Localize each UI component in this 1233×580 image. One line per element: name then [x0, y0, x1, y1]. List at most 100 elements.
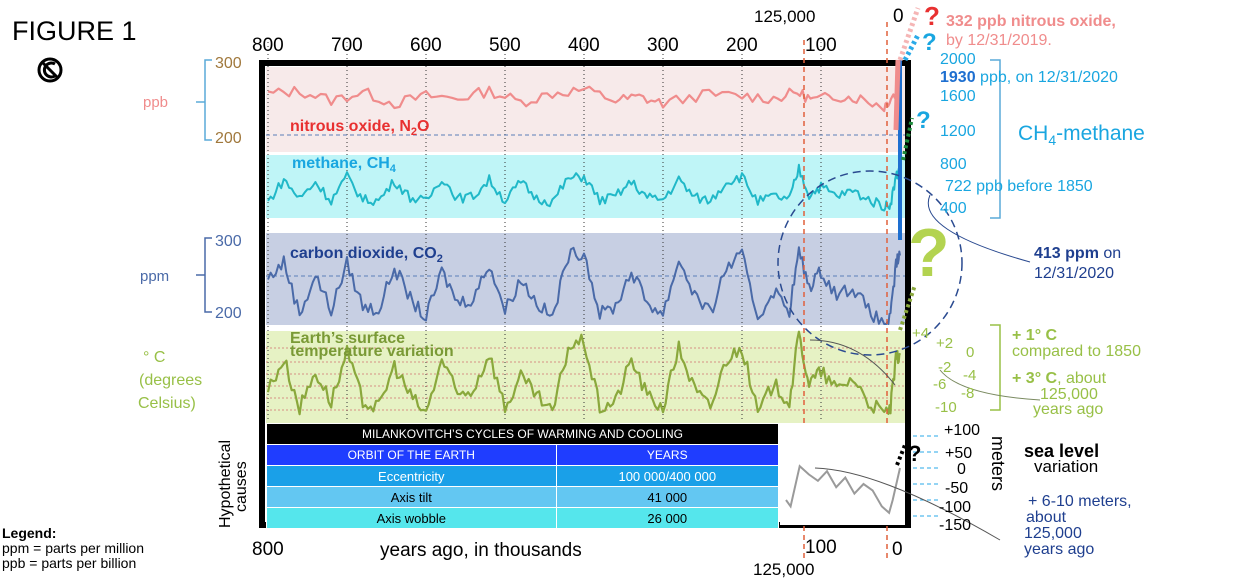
n2o-band [266, 67, 906, 152]
co2-date: 12/31/2020 [1034, 265, 1114, 282]
methane-tick: 1200 [940, 123, 976, 140]
temp-right-bracket [990, 324, 1001, 411]
temp-note-2-line3: years ago [1033, 401, 1103, 418]
methane-title: CH4-methane [1018, 122, 1145, 148]
temp-note-1: compared to 1850 [1012, 343, 1141, 360]
ppm-bracket [204, 237, 212, 313]
sea-unit-label: meters [988, 436, 1008, 491]
temperature-guide-lines [266, 347, 905, 411]
top-tick-label: 800 [252, 35, 284, 56]
temp-tick: -4 [963, 367, 976, 384]
sea-connector [814, 467, 1001, 541]
modern-spike-pink [893, 59, 901, 131]
n2o-value: 332 ppb nitrous oxide, [946, 13, 1116, 30]
legend-title: Legend: [2, 525, 57, 541]
co2-panel-label: carbon dioxide, CO2 [290, 245, 443, 265]
temp-connector [939, 369, 1041, 401]
data-series [266, 85, 902, 416]
series-line-0 [267, 85, 901, 113]
methane-tick: 800 [940, 156, 967, 173]
top-tick-label: 200 [726, 35, 758, 56]
temp-tick: +2 [936, 335, 953, 352]
temp-note-2: + 3° C, about [1012, 370, 1107, 387]
methane-tick: 2000 [940, 51, 976, 68]
top-tick-label: 400 [568, 35, 600, 56]
table-row: Axis tilt 41 000 [266, 486, 780, 508]
co2-connector [927, 194, 1031, 263]
table-row: Axis wobble 26 000 [266, 507, 780, 529]
milankovitch-table: MILANKOVITCH’S CYCLES OF WARMING AND COO… [266, 423, 780, 529]
sea-tick: +50 [945, 445, 972, 462]
top-tick-label: 100 [805, 35, 837, 56]
bottom-tick-0: 0 [892, 539, 903, 560]
temp-tick: -2 [938, 359, 951, 376]
marker-year-bottom: 125,000 [753, 560, 815, 579]
methane-ticks: 2000 1600 1200 800 400 [940, 51, 976, 217]
temp-unit-line1: ° C [143, 349, 165, 366]
legend-ppm: ppm = parts per million [2, 540, 145, 556]
top-tick-label: 700 [331, 35, 363, 56]
cycle-name: Axis tilt [266, 486, 557, 508]
series-line-1 [267, 163, 901, 212]
cycle-years: 26 000 [555, 507, 780, 529]
series-line-2 [267, 246, 901, 325]
sea-tick: -50 [945, 480, 968, 497]
temperature-band [266, 331, 906, 423]
bottom-tick-800: 800 [252, 539, 284, 560]
highlight-circle [777, 170, 963, 356]
top-tick-label: 500 [489, 35, 521, 56]
top-tick-label: 600 [410, 35, 442, 56]
sea-question-mark: ? [908, 441, 921, 466]
sea-title-2: variation [1034, 457, 1098, 476]
ppb-bracket [204, 59, 212, 141]
milankovitch-title: MILANKOVITCH’S CYCLES OF WARMING AND COO… [266, 423, 779, 445]
ppm-top-label: 300 [215, 233, 242, 250]
bottom-tick-100: 100 [805, 537, 837, 558]
ppm-unit-label: ppm [140, 268, 169, 285]
top-zero-tick: 0 [893, 6, 904, 27]
sea-note-3: 125,000 [1024, 525, 1082, 542]
cycle-name: Eccentricity [266, 465, 557, 487]
cycle-years: 100 000/400 000 [555, 465, 780, 487]
top-year-ticks: 800 700 600 500 400 300 200 100 [252, 35, 837, 56]
methane-panel-label: methane, CH4 [292, 155, 397, 175]
sea-level-ticks: +100 +500 -50 -100-150 [939, 422, 980, 534]
legend: Legend: ppm = parts per million ppb = pa… [2, 526, 144, 571]
co2-dotted-projection [901, 117, 914, 161]
ppb-top-label: 300 [215, 55, 242, 72]
temp-panel-label-2: temperature variation [290, 343, 454, 360]
temp-note-1-bold: + 1° C [1012, 327, 1058, 344]
temp-panel-label-1: Earth’s surface [290, 330, 405, 347]
temp-peak-arrow [809, 339, 896, 386]
methane-tick: 1600 [940, 88, 976, 105]
sea-note-2: about [1026, 509, 1067, 526]
n2o-question-mark: ? [924, 1, 940, 31]
top-tick-label: 300 [647, 35, 679, 56]
temp-tick: -8 [961, 385, 974, 402]
temp-tick: -6 [933, 376, 946, 393]
temp-unit-line2: (degrees [139, 372, 202, 389]
n2o-panel-label: nitrous oxide, N2O [290, 118, 429, 138]
temp-tick: 0 [966, 344, 974, 361]
cycle-name: Axis wobble [266, 507, 557, 529]
sea-level-line [785, 464, 901, 515]
sea-tick: +100 [944, 422, 980, 439]
co2-value: 413 ppm on [1034, 245, 1121, 262]
ppm-bottom-label: 200 [215, 305, 242, 322]
temp-dotted-projection [898, 284, 917, 331]
no-copyright-icon [37, 57, 63, 83]
x-axis-title: years ago, in thousands [380, 540, 582, 561]
methane-question-mark-2: ? [916, 107, 931, 134]
hypothetical-label-2: causes [233, 461, 250, 512]
hypothetical-label-1: Hypothetical [217, 440, 234, 528]
figure-title: FIGURE 1 [12, 16, 137, 46]
methane-preindustrial: 722 ppb before 1850 [945, 178, 1093, 195]
sea-tick: 0 [957, 461, 966, 478]
series-line-3 [266, 330, 902, 416]
ppb-unit-label: ppb [143, 94, 168, 111]
milankovitch-col-years: YEARS [555, 444, 780, 466]
marker-year-top: 125,000 [754, 7, 816, 26]
sea-note-4: years ago [1024, 541, 1094, 558]
sea-title-1: sea level [1024, 441, 1099, 461]
sea-note-1: + 6-10 meters, [1028, 493, 1132, 510]
